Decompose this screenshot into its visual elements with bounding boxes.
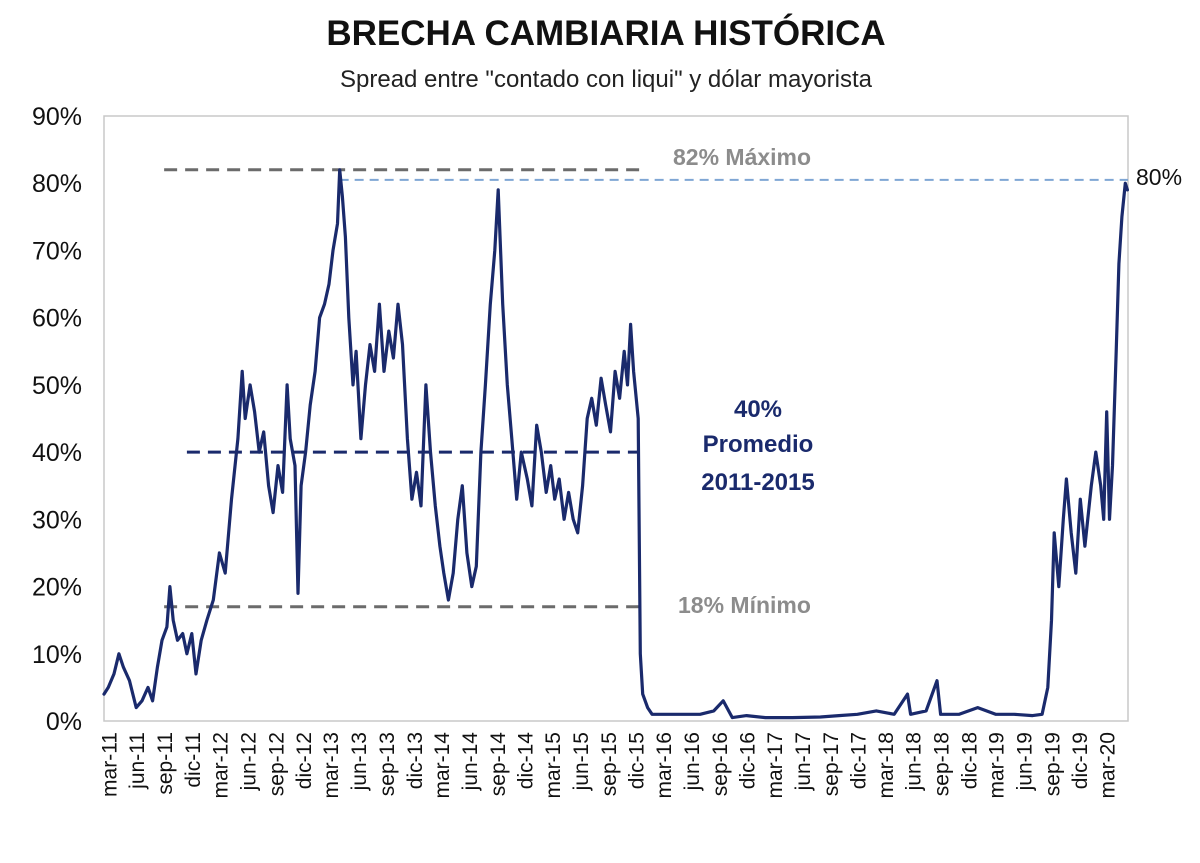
x-tick-label: jun-19 xyxy=(1014,732,1037,791)
x-tick-label: jun-18 xyxy=(903,732,926,791)
y-tick-label: 0% xyxy=(46,708,82,736)
y-tick-label: 20% xyxy=(32,574,82,602)
x-tick-label: dic-18 xyxy=(958,732,981,789)
chart-title: BRECHA CAMBIARIA HISTÓRICA xyxy=(326,14,886,53)
x-tick-label: dic-12 xyxy=(293,732,316,789)
y-tick-label: 30% xyxy=(32,506,82,534)
annotation-average-pct: 40% xyxy=(734,396,782,423)
x-tick-label: dic-16 xyxy=(737,732,760,789)
annotation-max: 82% Máximo xyxy=(673,144,811,170)
plot-area-frame xyxy=(103,115,1129,722)
x-tick-label: sep-19 xyxy=(1041,732,1064,796)
x-tick-label: mar-19 xyxy=(986,732,1009,799)
y-tick-label: 40% xyxy=(32,439,82,467)
y-tick-label: 50% xyxy=(32,372,82,400)
x-tick-label: sep-17 xyxy=(820,732,843,796)
chart-subtitle: Spread entre "contado con liqui" y dólar… xyxy=(340,66,872,93)
x-tick-label: jun-11 xyxy=(126,732,149,790)
annotation-min: 18% Mínimo xyxy=(678,592,811,618)
x-tick-label: mar-20 xyxy=(1097,732,1120,799)
x-tick-label: jun-17 xyxy=(792,732,815,791)
y-tick-label: 10% xyxy=(32,641,82,669)
x-tick-label: dic-19 xyxy=(1069,732,1092,789)
y-tick-label: 70% xyxy=(32,237,82,265)
y-tick-label: 60% xyxy=(32,305,82,333)
x-tick-label: sep-12 xyxy=(265,732,288,796)
x-tick-label: sep-18 xyxy=(931,732,954,796)
x-tick-label: dic-17 xyxy=(847,732,870,789)
x-tick-label: mar-12 xyxy=(209,732,232,799)
x-tick-label: mar-11 xyxy=(98,732,121,797)
y-tick-label: 80% xyxy=(32,170,82,198)
x-tick-label: mar-15 xyxy=(542,732,565,799)
x-tick-label: jun-12 xyxy=(237,732,260,791)
x-tick-label: sep-16 xyxy=(709,732,732,796)
x-tick-label: sep-14 xyxy=(487,732,510,797)
x-tick-label: dic-14 xyxy=(515,732,538,790)
x-tick-label: jun-13 xyxy=(348,732,371,791)
x-tick-label: sep-15 xyxy=(598,732,621,796)
x-tick-label: mar-17 xyxy=(764,732,787,799)
x-tick-label: mar-13 xyxy=(320,732,343,799)
x-tick-label: dic-13 xyxy=(404,732,427,789)
x-tick-label: jun-16 xyxy=(681,732,704,791)
series-line-0 xyxy=(102,168,1129,720)
x-tick-label: mar-14 xyxy=(431,732,454,799)
annotation-average-label: Promedio xyxy=(703,431,814,458)
x-tick-label: mar-16 xyxy=(653,732,676,799)
annotation-average-period: 2011-2015 xyxy=(701,469,814,496)
x-tick-label: jun-15 xyxy=(570,732,593,791)
x-tick-label: sep-13 xyxy=(376,732,399,796)
x-tick-label: jun-14 xyxy=(459,732,482,792)
x-tick-label: sep-11 xyxy=(154,732,177,795)
x-tick-label: dic-11 xyxy=(182,732,205,788)
x-tick-label: mar-18 xyxy=(875,732,898,799)
y-tick-label: 90% xyxy=(32,103,82,131)
x-tick-label: dic-15 xyxy=(625,732,648,789)
annotation-last-value: 80% xyxy=(1136,164,1182,190)
